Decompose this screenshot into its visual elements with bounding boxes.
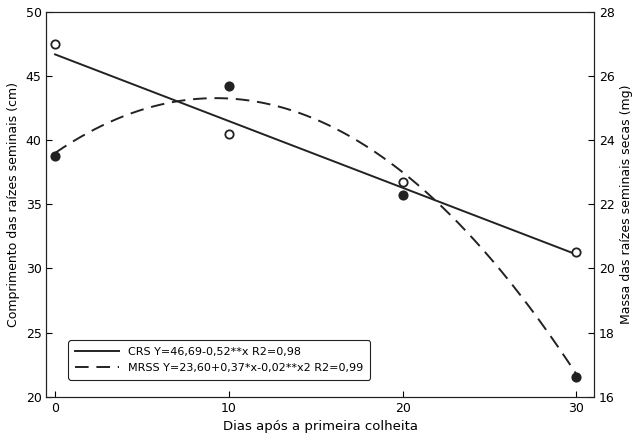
X-axis label: Dias após a primeira colheita: Dias após a primeira colheita	[223, 420, 417, 433]
Y-axis label: Massa das raízes seminais secas (mg): Massa das raízes seminais secas (mg)	[620, 84, 633, 324]
Legend: CRS Y=46,69-0,52**x R2=0,98, MRSS Y=23,60+0,37*x-0,02**x2 R2=0,99: CRS Y=46,69-0,52**x R2=0,98, MRSS Y=23,6…	[68, 341, 371, 380]
Y-axis label: Comprimento das raízes seminais (cm): Comprimento das raízes seminais (cm)	[7, 82, 20, 327]
